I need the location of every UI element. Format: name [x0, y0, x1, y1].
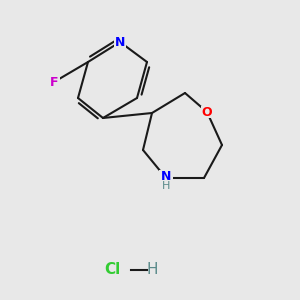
- FancyBboxPatch shape: [201, 106, 213, 118]
- Text: N: N: [115, 35, 125, 49]
- Text: H: H: [162, 181, 170, 191]
- Text: N: N: [161, 170, 171, 184]
- Text: O: O: [202, 106, 212, 118]
- FancyBboxPatch shape: [49, 76, 59, 88]
- Text: H: H: [146, 262, 158, 278]
- FancyBboxPatch shape: [114, 36, 126, 48]
- Text: Cl: Cl: [104, 262, 120, 278]
- Text: F: F: [50, 76, 58, 88]
- FancyBboxPatch shape: [159, 170, 173, 186]
